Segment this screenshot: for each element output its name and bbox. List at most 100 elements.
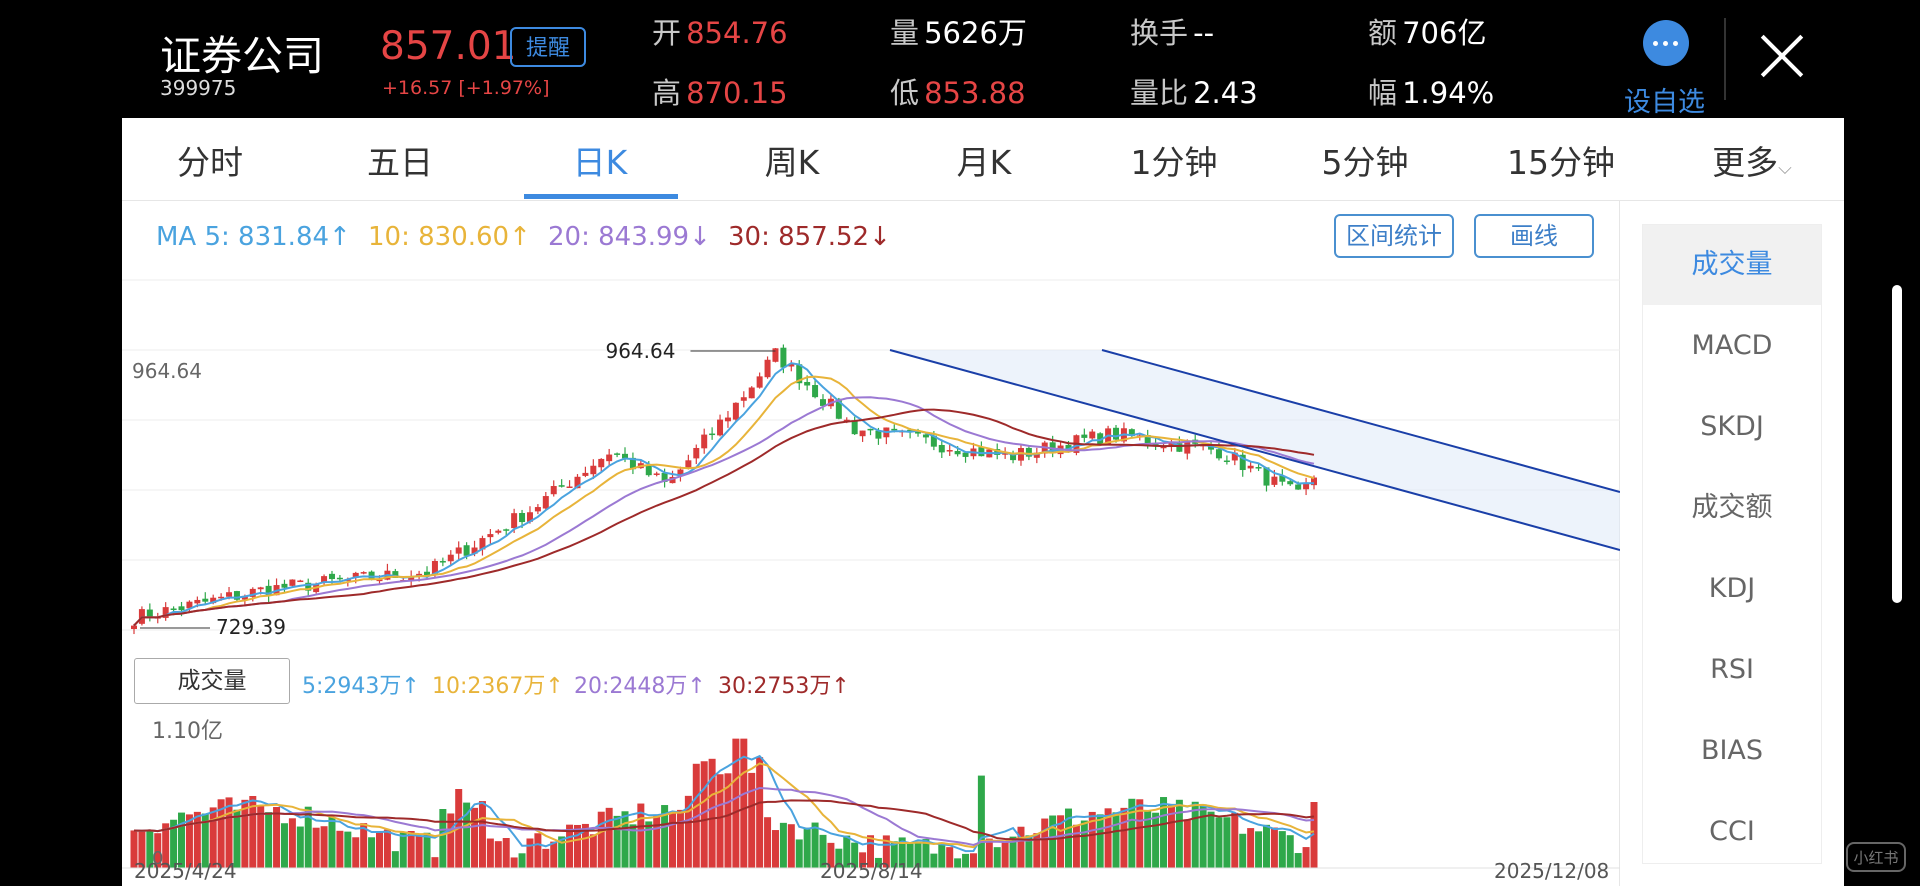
volume-bar (154, 833, 162, 868)
volume-bar (494, 841, 502, 868)
date-label-end: 2025/12/08 (1494, 859, 1609, 883)
scrollbar[interactable] (1892, 285, 1902, 603)
candle-body (677, 469, 684, 477)
candle-body (519, 512, 526, 523)
candle-body (162, 607, 169, 618)
volume-bar (1120, 807, 1128, 868)
tab-daily-k[interactable]: 日K (572, 143, 628, 182)
tab-15min[interactable]: 15分钟 (1507, 143, 1615, 182)
candle-body (1295, 484, 1302, 490)
indicator-skdj[interactable]: SKDJ (1700, 411, 1764, 442)
candle-body (709, 433, 716, 436)
candle-body (241, 595, 248, 600)
set-watchlist-button[interactable]: 设自选 (1624, 87, 1705, 118)
candle-body (622, 453, 629, 459)
candle-body (962, 452, 969, 457)
indicator-bias[interactable]: BIAS (1700, 735, 1764, 766)
volume-bar (613, 815, 621, 868)
candle-body (804, 381, 811, 386)
volume-bar (1255, 831, 1263, 868)
candle-body (447, 554, 454, 562)
stat-value: -- (1193, 16, 1215, 50)
tab-five-day[interactable]: 五日 (367, 143, 433, 182)
volume-bar (1112, 812, 1120, 868)
volume-bar (708, 758, 716, 868)
price-axis-max-label: 964.64 (132, 359, 202, 383)
close-icon[interactable] (1758, 32, 1806, 80)
volume-bar (922, 839, 930, 868)
volume-bar (478, 801, 486, 868)
candle-body (1081, 434, 1088, 438)
volume-bar (985, 838, 993, 868)
stat-label: 开 (652, 16, 682, 50)
volume-bar (439, 809, 447, 868)
volume-bar (1088, 811, 1096, 868)
stat-label: 高 (652, 76, 682, 110)
stat-label: 换手 (1130, 16, 1189, 50)
candle-body (479, 538, 486, 550)
volume-bar (146, 829, 154, 868)
volume-indicator-button[interactable]: 成交量 (134, 658, 290, 704)
volume-bar (581, 823, 589, 868)
volume-bar (661, 805, 669, 868)
stat-value: 706亿 (1402, 16, 1487, 50)
candle-body (1231, 452, 1238, 461)
volume-bar (471, 807, 479, 868)
indicator-volume[interactable]: 成交量 (1643, 225, 1821, 305)
candle-body (1208, 446, 1215, 450)
volume-chart[interactable]: 0 1.10亿 2025/4/24 2025/8/14 2025/12/08 (122, 718, 1620, 886)
stock-name: 证券公司 (160, 32, 324, 80)
volume-bar (930, 853, 938, 868)
volume-bar (296, 826, 304, 868)
volume-bar (621, 811, 629, 868)
vol-ma20-line (133, 787, 1315, 846)
candle-body (1215, 449, 1222, 459)
volume-bar (312, 827, 320, 868)
tab-weekly-k[interactable]: 周K (764, 143, 820, 182)
indicator-macd[interactable]: MACD (1691, 330, 1773, 361)
volume-bar (423, 832, 431, 868)
volume-bar (669, 811, 677, 868)
indicator-cci[interactable]: CCI (1709, 816, 1755, 847)
volume-bar (304, 806, 312, 868)
tab-intraday[interactable]: 分时 (177, 143, 243, 182)
volume-bar (257, 805, 265, 868)
volume-bar (756, 757, 764, 868)
volume-bar (336, 830, 344, 868)
indicator-turnover[interactable]: 成交额 (1691, 492, 1773, 523)
indicator-kdj[interactable]: KDJ (1708, 573, 1756, 604)
volume-bar (819, 834, 827, 868)
draw-line-button[interactable]: 画线 (1474, 214, 1594, 258)
candle-body (257, 587, 264, 590)
volume-bar (344, 831, 352, 868)
volume-bar (851, 842, 859, 868)
candle-body (819, 399, 826, 406)
tab-5min[interactable]: 5分钟 (1321, 143, 1409, 182)
ellipsis-circle-icon[interactable] (1643, 20, 1689, 66)
candle-body (360, 572, 367, 574)
range-stats-button[interactable]: 区间统计 (1334, 214, 1454, 258)
volume-bar (558, 836, 566, 868)
candle-body (424, 571, 431, 576)
volume-bar (534, 833, 542, 868)
tab-more[interactable]: 更多⌵ (1692, 136, 1812, 184)
candlestick-chart[interactable]: 964.64 964.64 729.39 (122, 278, 1620, 648)
tab-1min[interactable]: 1分钟 (1130, 143, 1218, 182)
volume-bar (241, 799, 249, 868)
volume-bar (320, 826, 328, 868)
remind-button[interactable]: 提醒 (510, 27, 586, 67)
indicator-rsi[interactable]: RSI (1710, 654, 1754, 685)
stat-value: 870.15 (686, 76, 788, 110)
volume-bar (771, 830, 779, 868)
volume-bar (795, 839, 803, 868)
candle-body (178, 606, 185, 611)
candle-body (202, 598, 209, 602)
candle-body (1033, 452, 1040, 458)
candle-body (305, 582, 312, 591)
volume-bar (732, 738, 740, 868)
tab-more-label: 更多 (1712, 143, 1779, 182)
candle-body (487, 534, 494, 538)
volume-bar (843, 835, 851, 868)
volume-bar (1057, 815, 1065, 868)
tab-monthly-k[interactable]: 月K (956, 143, 1012, 182)
